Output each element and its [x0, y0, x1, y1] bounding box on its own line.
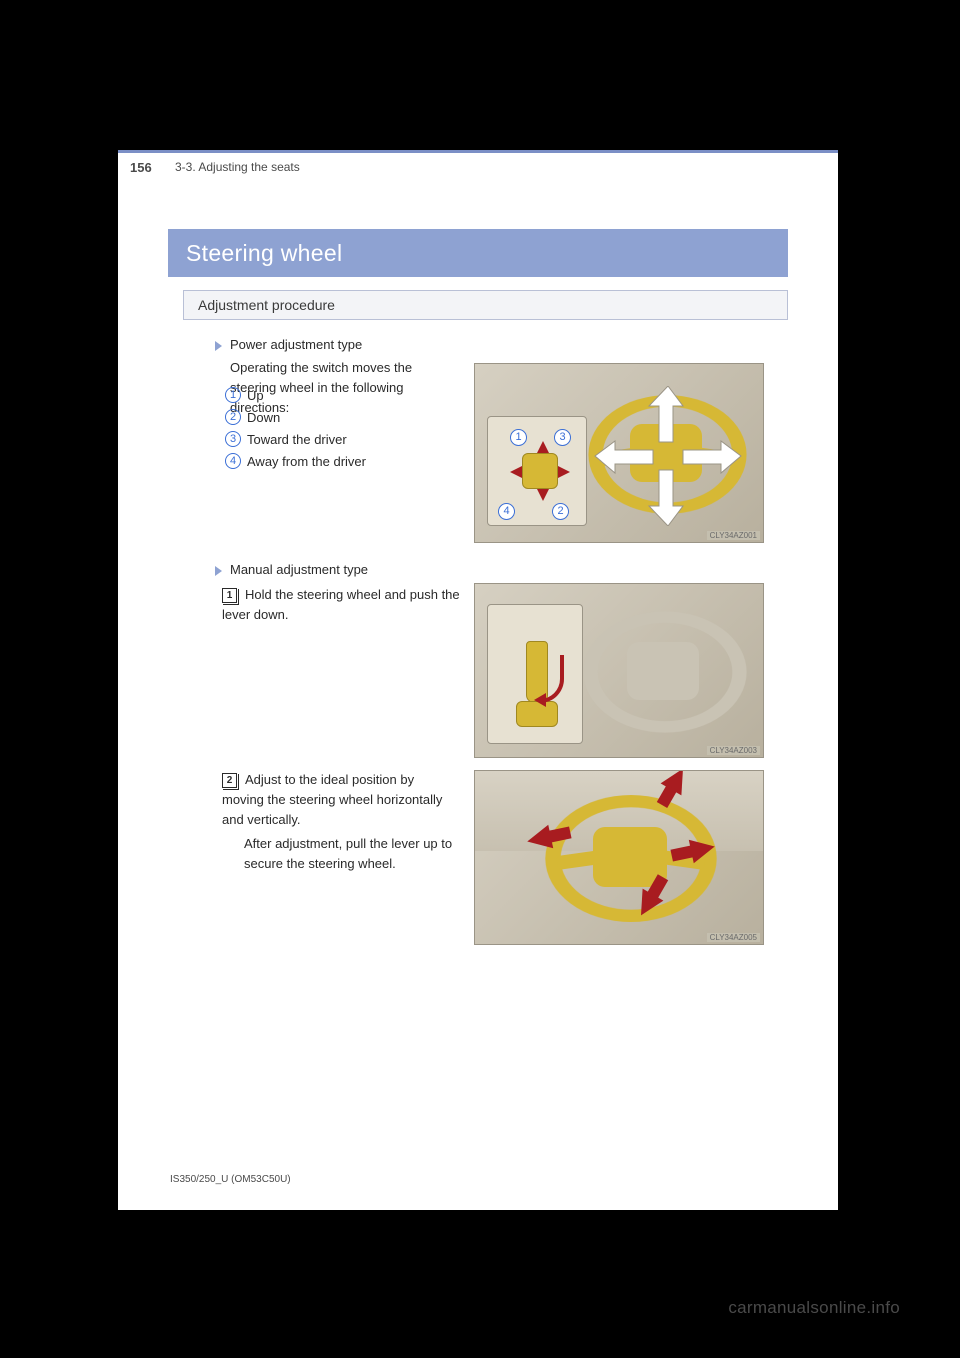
arrow-toward-icon: [525, 825, 553, 853]
steering-wheel-graphic: [590, 382, 745, 527]
callout-3: 3: [554, 429, 571, 446]
manual-adjust-heading-text: Manual adjustment type: [230, 562, 368, 577]
adjust-switch-icon: [522, 453, 558, 489]
callout-2: 2: [552, 503, 569, 520]
figure-code: CLY34AZ003: [707, 746, 760, 755]
circled-number-3-icon: 3: [225, 431, 241, 447]
triangle-icon: [215, 566, 222, 576]
steering-wheel-graphic: [547, 781, 715, 936]
list-item: 2 Down: [225, 409, 280, 425]
page-title: Steering wheel: [186, 240, 342, 267]
chapter-label: 3-3. Adjusting the seats: [175, 160, 300, 174]
figure-lever-release: CLY34AZ003: [474, 583, 764, 758]
step-1-text: Hold the steering wheel and push the lev…: [222, 587, 460, 622]
list-item: 1 Up: [225, 387, 264, 403]
arrow-away-icon: [689, 835, 717, 863]
item-label: Toward the driver: [247, 432, 347, 447]
header-rule: [118, 150, 838, 153]
list-item: 3 Toward the driver: [225, 431, 347, 447]
switch-panel-inset: 1 2 3 4: [487, 416, 587, 526]
step-1: 1Hold the steering wheel and push the le…: [222, 585, 462, 625]
step-number-2-icon: 2: [222, 773, 237, 788]
watermark: carmanualsonline.info: [728, 1298, 900, 1318]
curved-arrow-icon: [540, 655, 564, 703]
steering-wheel-graphic: [585, 598, 745, 746]
title-band: Steering wheel: [168, 229, 788, 277]
figure-power-adjust-switch: 1 2 3 4 CLY34AZ001: [474, 363, 764, 543]
arrow-down-icon: [537, 489, 549, 501]
circled-number-4-icon: 4: [225, 453, 241, 469]
power-adjust-heading-text: Power adjustment type: [230, 337, 362, 352]
figure-code: CLY34AZ005: [707, 933, 760, 942]
circled-number-2-icon: 2: [225, 409, 241, 425]
step-2a-text: Adjust to the ideal position by moving t…: [222, 772, 442, 827]
circled-number-1-icon: 1: [225, 387, 241, 403]
power-adjust-heading: Power adjustment type: [215, 337, 362, 352]
section-heading-box: Adjustment procedure: [183, 290, 788, 320]
footnote: IS350/250_U (OM53C50U): [170, 1174, 291, 1185]
list-item: 4 Away from the driver: [225, 453, 366, 469]
lever-panel-inset: [487, 604, 583, 744]
arrow-left-icon: [510, 466, 522, 478]
arrow-right-icon: [558, 466, 570, 478]
section-heading: Adjustment procedure: [198, 297, 335, 313]
item-label: Away from the driver: [247, 454, 366, 469]
item-label: Up: [247, 388, 264, 403]
figure-adjust-directions: CLY34AZ005: [474, 770, 764, 945]
callout-1: 1: [510, 429, 527, 446]
manual-adjust-heading: Manual adjustment type: [215, 562, 368, 577]
step-number-1-icon: 1: [222, 588, 237, 603]
page-number: 156: [130, 160, 152, 175]
step-2b: After adjustment, pull the lever up to s…: [244, 834, 462, 874]
arrow-up-icon: [537, 441, 549, 453]
item-label: Down: [247, 410, 280, 425]
step-2b-text: After adjustment, pull the lever up to s…: [244, 836, 452, 871]
triangle-icon: [215, 341, 222, 351]
figure-code: CLY34AZ001: [707, 531, 760, 540]
callout-4: 4: [498, 503, 515, 520]
step-2: 2Adjust to the ideal position by moving …: [222, 770, 452, 830]
